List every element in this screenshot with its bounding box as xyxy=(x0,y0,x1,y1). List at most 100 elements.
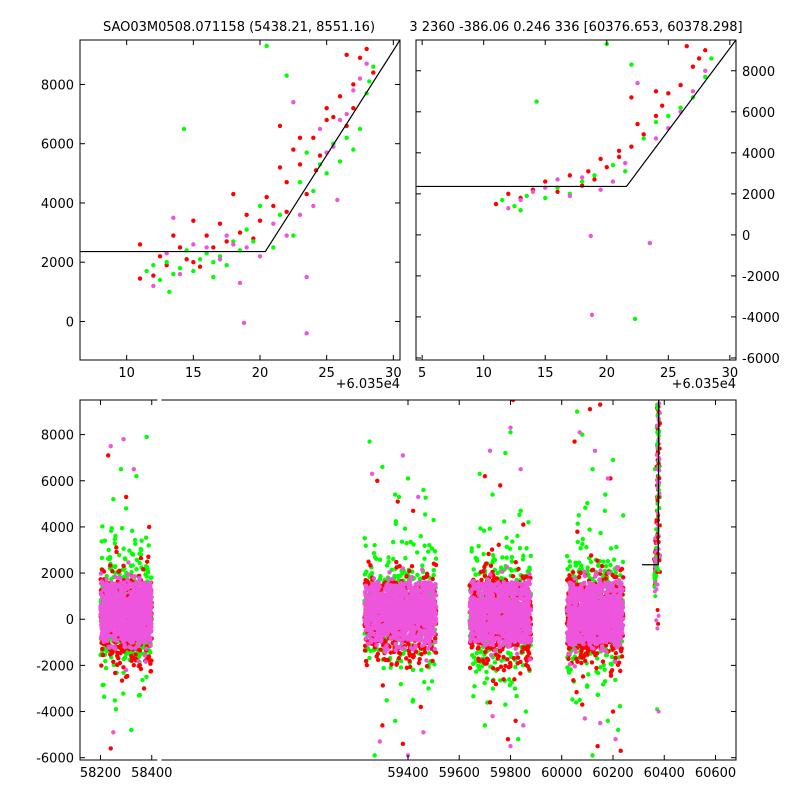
data-point-green xyxy=(103,658,108,664)
data-point-magenta xyxy=(421,730,426,735)
data-point-red xyxy=(116,569,121,574)
data-point-red xyxy=(121,563,126,569)
data-point-magenta xyxy=(108,443,113,449)
data-point-magenta xyxy=(387,570,392,575)
data-point-magenta xyxy=(403,604,409,609)
data-point-magenta xyxy=(426,605,432,611)
data-point-red xyxy=(110,569,115,574)
data-point-magenta xyxy=(376,623,382,629)
data-point-magenta xyxy=(147,635,153,640)
data-point-magenta xyxy=(142,590,148,596)
data-point-green xyxy=(509,554,515,560)
data-point-magenta xyxy=(422,580,428,586)
data-point-red xyxy=(375,478,380,483)
data-point-green xyxy=(478,526,483,531)
data-point-green xyxy=(506,651,511,656)
data-point-green xyxy=(304,150,309,155)
data-point-green xyxy=(431,567,436,573)
data-point-magenta xyxy=(114,609,120,615)
data-point-red xyxy=(297,162,303,167)
data-point-red xyxy=(586,169,591,174)
data-point-green xyxy=(393,519,399,524)
data-point-green xyxy=(123,506,129,511)
data-point-green xyxy=(524,193,529,199)
data-point-magenta xyxy=(191,242,196,247)
data-point-green xyxy=(377,557,383,562)
data-point-red xyxy=(521,645,526,650)
data-point-red xyxy=(184,257,189,262)
data-point-magenta xyxy=(106,586,112,592)
data-point-green xyxy=(129,528,135,534)
data-point-magenta xyxy=(371,622,377,627)
data-point-green xyxy=(474,650,479,656)
data-point-magenta xyxy=(555,177,560,182)
y-tick-label: 0 xyxy=(742,229,750,244)
data-point-red xyxy=(501,654,506,660)
data-point-green xyxy=(512,686,518,691)
data-point-red xyxy=(396,656,402,661)
data-point-red xyxy=(146,554,151,559)
data-point-red xyxy=(418,704,424,710)
x-tick-label: 30 xyxy=(722,366,739,381)
data-point-magenta xyxy=(703,68,708,73)
data-point-magenta xyxy=(138,628,144,634)
data-point-magenta xyxy=(416,494,421,500)
data-point-red xyxy=(629,95,634,100)
data-point-green xyxy=(151,262,156,268)
data-point-red xyxy=(407,658,412,664)
data-point-red xyxy=(138,555,144,561)
data-point-green xyxy=(197,257,203,262)
data-point-red xyxy=(144,559,150,564)
data-point-magenta xyxy=(389,607,394,613)
data-point-magenta xyxy=(147,606,153,612)
data-point-magenta xyxy=(598,187,603,192)
data-point-green xyxy=(371,550,377,556)
data-point-magenta xyxy=(390,596,395,602)
data-point-magenta xyxy=(382,606,388,612)
data-point-magenta xyxy=(102,617,108,623)
data-point-magenta xyxy=(141,634,147,640)
data-point-magenta xyxy=(107,633,113,639)
data-point-red xyxy=(151,273,156,278)
data-point-magenta xyxy=(111,730,116,735)
data-point-magenta xyxy=(107,645,112,650)
data-point-magenta xyxy=(127,581,133,586)
data-point-magenta xyxy=(284,233,289,238)
data-point-green xyxy=(351,147,356,152)
data-point-green xyxy=(386,559,391,565)
y-tick-label: 4000 xyxy=(41,197,74,212)
data-point-green xyxy=(426,686,431,691)
data-point-magenta xyxy=(101,586,107,592)
data-point-magenta xyxy=(395,607,400,613)
data-point-green xyxy=(144,268,149,274)
data-point-green xyxy=(404,541,409,546)
data-point-green xyxy=(136,693,142,698)
data-point-magenta xyxy=(102,602,108,608)
data-point-red xyxy=(191,218,196,223)
data-point-red xyxy=(505,657,510,662)
data-point-red xyxy=(337,94,343,99)
data-point-green xyxy=(381,666,386,671)
data-point-green xyxy=(543,195,548,201)
data-point-red xyxy=(157,254,163,259)
data-point-red xyxy=(525,664,531,669)
data-point-green xyxy=(121,691,126,696)
data-point-green xyxy=(423,495,428,500)
data-point-red xyxy=(123,674,129,680)
data-point-magenta xyxy=(690,89,696,94)
data-point-magenta xyxy=(377,739,383,744)
data-point-red xyxy=(424,573,430,579)
data-point-red xyxy=(641,132,646,137)
data-point-magenta xyxy=(420,567,425,572)
data-point-magenta xyxy=(589,312,595,318)
data-point-red xyxy=(114,545,119,550)
panel-bottom: 58200 58400 59400 59600 59800 60000 60200 60400… xyxy=(36,398,737,781)
data-point-red xyxy=(284,180,289,185)
data-point-red xyxy=(116,655,121,661)
data-point-red xyxy=(211,245,216,250)
data-point-green xyxy=(101,694,107,700)
data-point-green xyxy=(419,667,424,673)
data-point-green xyxy=(380,464,385,470)
data-point-green xyxy=(423,512,428,517)
